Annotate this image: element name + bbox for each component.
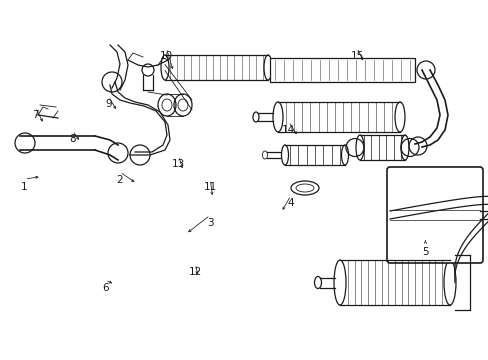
- Text: 4: 4: [287, 198, 294, 208]
- FancyBboxPatch shape: [386, 167, 482, 263]
- Text: 14: 14: [281, 125, 295, 135]
- Text: 8: 8: [69, 134, 76, 144]
- Bar: [269, 58, 414, 82]
- Text: 5: 5: [421, 247, 428, 257]
- Text: 7: 7: [32, 110, 39, 120]
- Text: 12: 12: [188, 267, 202, 277]
- Text: 6: 6: [102, 283, 108, 293]
- Text: 15: 15: [349, 51, 363, 61]
- Text: 11: 11: [203, 182, 217, 192]
- Text: 9: 9: [105, 99, 112, 109]
- Text: 10: 10: [160, 51, 172, 61]
- Text: 1: 1: [21, 182, 28, 192]
- Text: 2: 2: [116, 175, 123, 185]
- Text: 13: 13: [171, 159, 185, 169]
- Text: 3: 3: [206, 218, 213, 228]
